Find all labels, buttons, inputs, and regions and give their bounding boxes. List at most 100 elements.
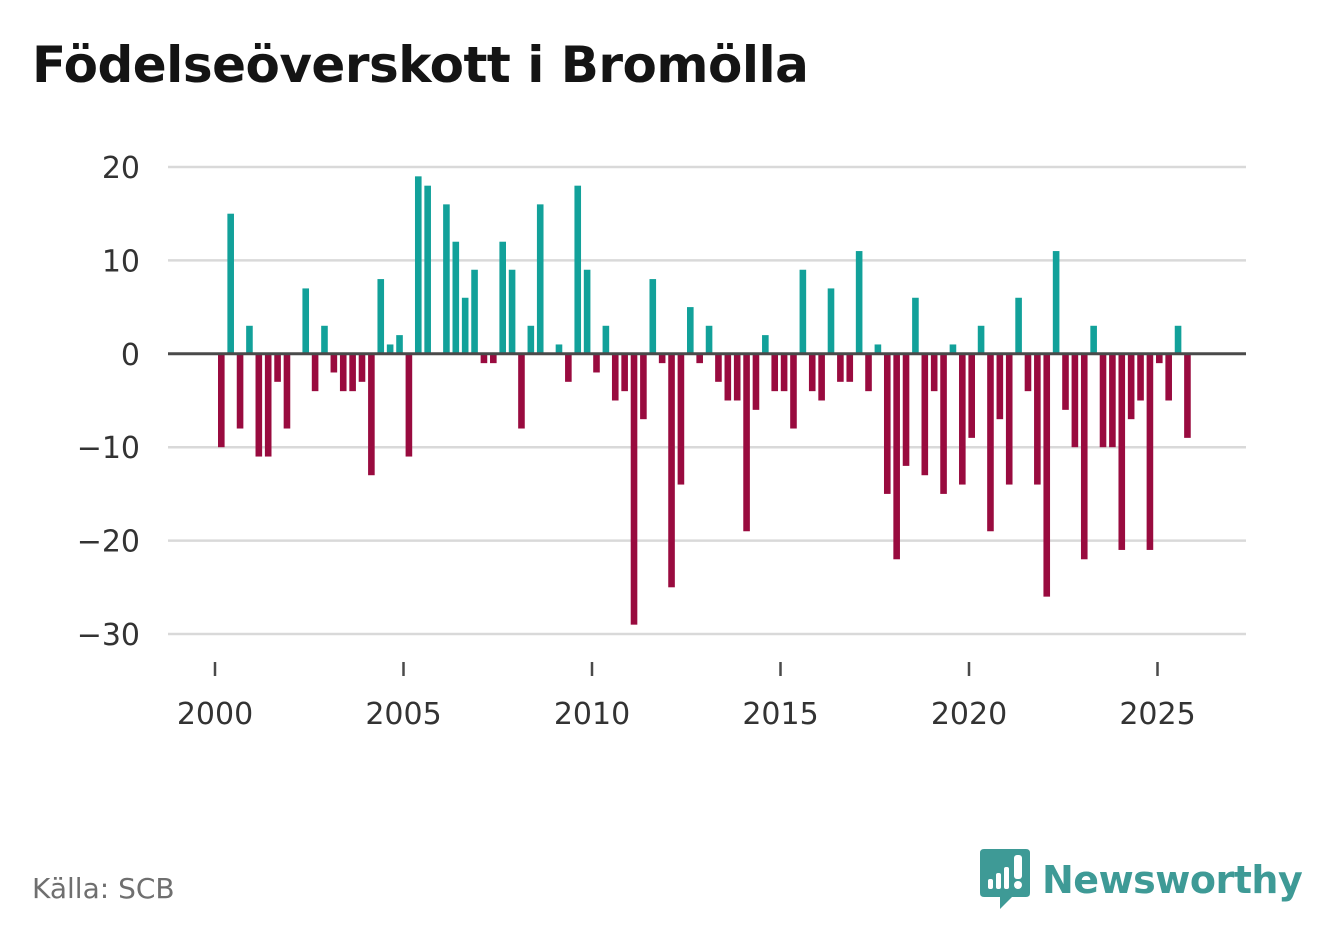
bar-negative — [264, 353, 272, 457]
bar-negative — [480, 353, 488, 364]
bar-negative — [518, 353, 525, 429]
bar-positive — [302, 288, 310, 354]
bar-positive — [499, 241, 506, 354]
bar-negative — [780, 353, 788, 392]
bar-positive — [246, 325, 253, 354]
y-tick-label: 10 — [102, 244, 140, 279]
bar-negative — [1184, 353, 1191, 438]
bar-negative — [996, 353, 1004, 420]
x-tick-label: 2020 — [931, 697, 1007, 732]
bar-negative — [358, 353, 366, 382]
bar-positive — [414, 176, 422, 354]
bar-negative — [1099, 353, 1107, 448]
bar-negative — [743, 353, 750, 532]
bar-negative — [339, 353, 347, 392]
bar-negative — [865, 353, 872, 392]
bar-negative — [311, 353, 319, 392]
bar-positive — [1090, 325, 1097, 354]
bar-negative — [1109, 353, 1116, 448]
bar-positive — [443, 204, 450, 354]
grid-lines — [168, 165, 1246, 636]
y-tick-label: 20 — [102, 151, 140, 186]
bar-positive — [1052, 251, 1060, 354]
bar-negative — [1080, 353, 1088, 560]
bar-negative — [837, 353, 844, 382]
bar-positive — [424, 185, 431, 354]
bar-negative — [490, 353, 497, 364]
bar-negative — [940, 353, 947, 494]
bar-negative — [1043, 353, 1051, 597]
bar-positive — [508, 269, 516, 354]
bar-negative — [1005, 353, 1013, 485]
y-tick-label: −20 — [77, 525, 140, 560]
bar-negative — [330, 353, 338, 373]
bar-negative — [696, 353, 703, 364]
newsworthy-logo-icon — [980, 849, 1030, 909]
x-tick-label: 2000 — [177, 697, 253, 732]
bar-negative — [818, 353, 825, 401]
x-tick-label: 2025 — [1119, 697, 1195, 732]
bar-negative — [218, 353, 225, 448]
bar-negative — [846, 353, 854, 382]
bar-negative — [968, 353, 975, 438]
bar-positive — [452, 241, 460, 354]
bar-positive — [583, 269, 591, 354]
bar-positive — [555, 344, 563, 354]
bar-negative — [565, 353, 572, 382]
bar-negative — [368, 353, 375, 476]
bar-positive — [527, 325, 535, 354]
bar-negative — [640, 353, 647, 420]
bar-negative — [902, 353, 910, 466]
bar-negative — [883, 353, 891, 494]
bar-negative — [959, 353, 966, 485]
bar-positive — [321, 325, 328, 354]
bar-negative — [1062, 353, 1069, 410]
bar-positive — [377, 279, 385, 354]
bar-negative — [715, 353, 722, 382]
bar-negative — [236, 353, 244, 429]
bar-negative — [1118, 353, 1126, 550]
bar-positive — [602, 325, 610, 354]
bar-negative — [1071, 353, 1079, 448]
bar-negative — [658, 353, 666, 364]
bar-positive — [1015, 297, 1022, 354]
bar-negative — [790, 353, 797, 429]
bar-negative — [1024, 353, 1032, 392]
bar-positive — [705, 325, 713, 354]
bar-negative — [752, 353, 760, 410]
bar-negative — [733, 353, 741, 401]
bar-positive — [227, 213, 234, 354]
bar-negative — [771, 353, 779, 392]
brand-name: Newsworthy — [1042, 858, 1303, 902]
bar-positive — [386, 344, 394, 354]
bar-negative — [987, 353, 994, 532]
x-tick-label: 2005 — [365, 697, 441, 732]
bar-positive — [912, 297, 919, 354]
bar-negative — [349, 353, 356, 392]
bar-negative — [621, 353, 628, 392]
bar-negative — [1146, 353, 1154, 550]
bar-positive — [827, 288, 835, 354]
bar-positive — [536, 204, 544, 354]
bar-negative — [921, 353, 929, 476]
bar-positive — [471, 269, 478, 354]
bar-negative — [808, 353, 816, 392]
y-tick-label: 0 — [121, 338, 140, 373]
bar-negative — [405, 353, 413, 457]
bar-negative — [611, 353, 619, 401]
bar-negative — [1127, 353, 1135, 420]
bar-positive — [461, 297, 469, 354]
brand[interactable]: Newsworthy — [980, 848, 1303, 912]
bar-negative — [630, 353, 638, 625]
bar-positive — [949, 344, 957, 354]
bar-positive — [874, 344, 882, 354]
bar-positive — [762, 335, 769, 354]
bar-positive — [977, 325, 985, 354]
bar-negative — [593, 353, 600, 373]
bar-negative — [677, 353, 685, 485]
bar-positive — [855, 251, 863, 354]
y-tick-label: −10 — [77, 431, 140, 466]
bar-negative — [668, 353, 675, 588]
